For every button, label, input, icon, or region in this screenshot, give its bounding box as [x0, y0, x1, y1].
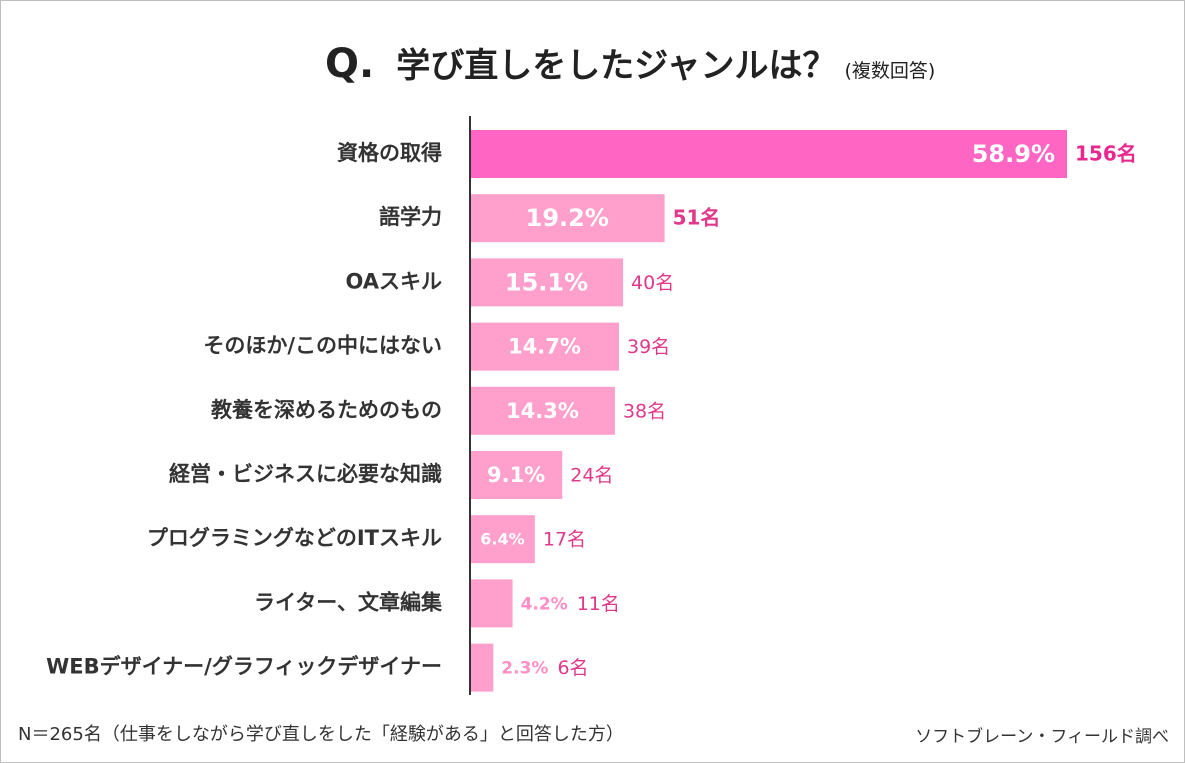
- value-label: 9.1%: [487, 463, 545, 487]
- value-label: 14.7%: [508, 335, 581, 359]
- count-label: 6名: [557, 657, 588, 679]
- value-label: 6.4%: [480, 530, 524, 549]
- count-label: 11名: [577, 593, 620, 615]
- source-credit: ソフトブレーン・フィールド調べ: [915, 727, 1169, 747]
- count-label: 40名: [631, 272, 674, 294]
- value-label: 14.3%: [506, 399, 579, 423]
- category-label: WEBデザイナー/グラフィックデザイナー: [46, 655, 442, 679]
- value-label: 15.1%: [505, 268, 588, 296]
- bar: [470, 643, 494, 692]
- category-label: 経営・ビジネスに必要な知識: [169, 462, 442, 486]
- value-label: 58.9%: [972, 140, 1055, 168]
- category-label: プログラミングなどのITスキル: [147, 526, 442, 550]
- count-label: 156名: [1075, 142, 1137, 166]
- category-label: 語学力: [379, 205, 442, 229]
- title-main: 学び直しをしたジャンルは？: [396, 46, 837, 86]
- bar: [470, 194, 665, 243]
- category-label: ライター、文章編集: [254, 590, 443, 614]
- count-label: 39名: [627, 336, 670, 358]
- bar: [470, 386, 615, 435]
- chart-title: Q. 学び直しをしたジャンルは？ (複数回答): [325, 38, 935, 88]
- category-label: 教養を深めるためのもの: [211, 398, 442, 422]
- title-subtitle: (複数回答): [844, 60, 936, 82]
- value-label: 2.3%: [501, 659, 548, 679]
- count-label: 38名: [623, 400, 666, 422]
- sample-size-note: N＝265名（仕事をしながら学び直しをした「経験がある」と回答した方）: [18, 724, 624, 745]
- bar: [470, 258, 624, 307]
- title-question-mark: Q.: [325, 41, 375, 87]
- count-label: 17名: [543, 529, 586, 551]
- category-label: そのほか/この中にはない: [203, 334, 442, 358]
- value-label: 4.2%: [521, 594, 568, 614]
- bar: [470, 515, 535, 564]
- category-label: 資格の取得: [337, 141, 442, 165]
- bar: [470, 130, 1067, 178]
- value-label: 19.2%: [526, 204, 609, 232]
- bar: [470, 322, 619, 371]
- count-label: 24名: [570, 465, 613, 487]
- bar: [470, 579, 513, 628]
- bar: [470, 451, 563, 499]
- category-label: OAスキル: [345, 269, 442, 293]
- count-label: 51名: [673, 206, 721, 230]
